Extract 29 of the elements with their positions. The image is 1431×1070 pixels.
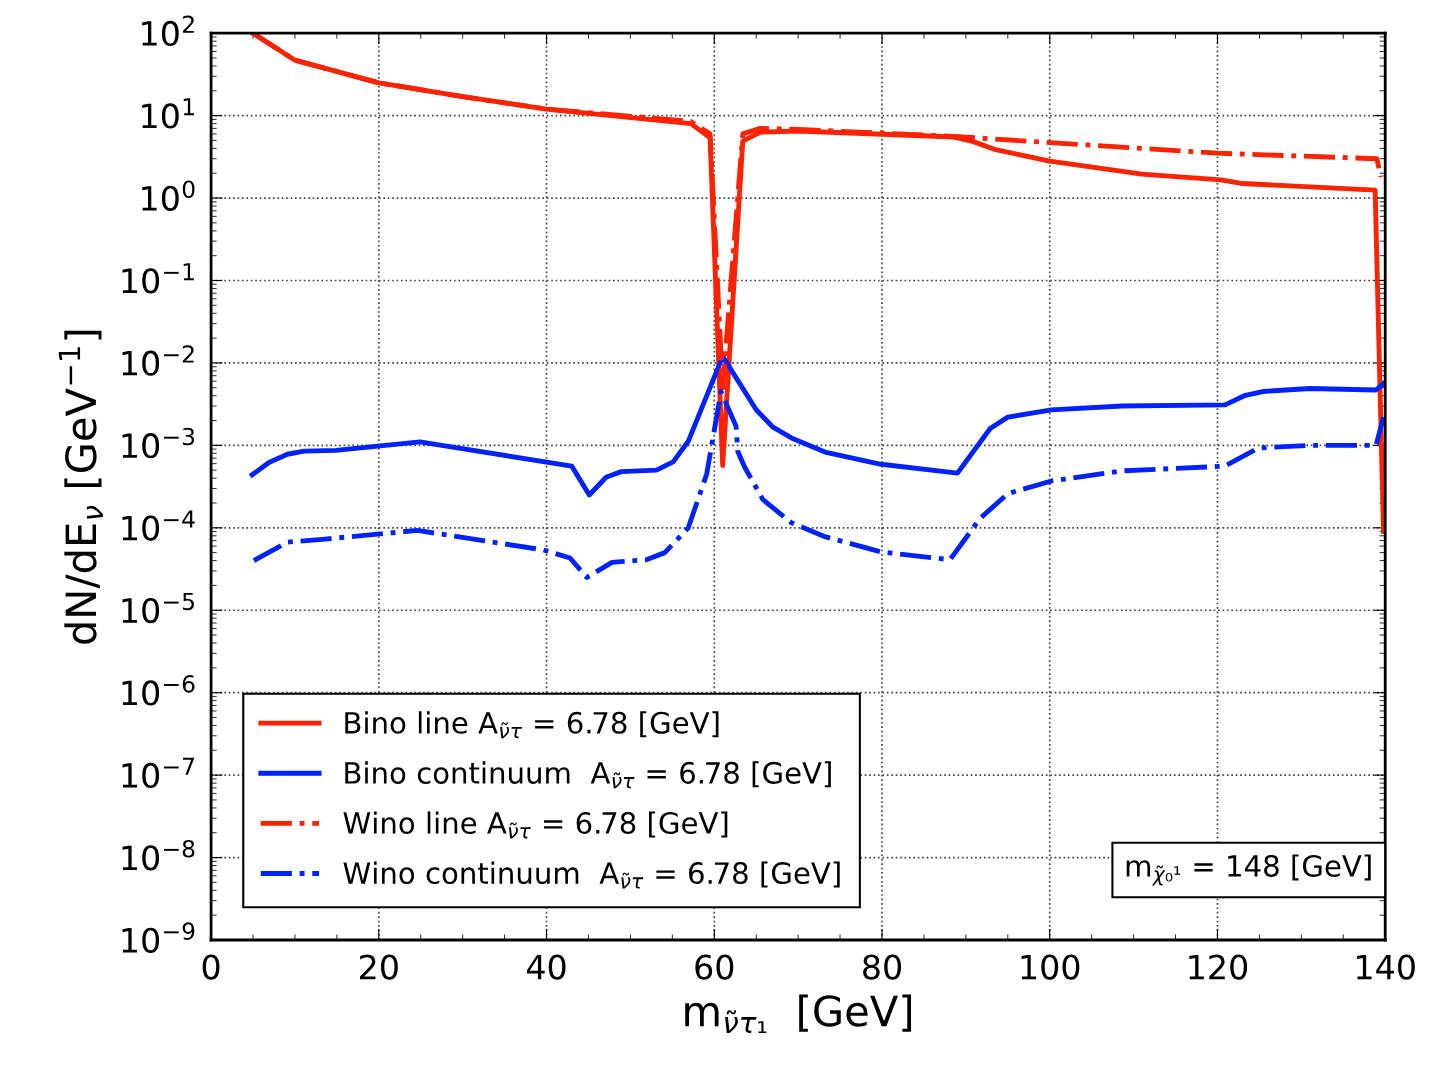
- y-tick-label: 10$^{−1}$: [122, 263, 194, 294]
- line-series: [251, 389, 1386, 580]
- x-tick-label: 80: [863, 954, 901, 980]
- y-tick-label: 10$^{−2}$: [122, 345, 194, 376]
- x-tick-label: 40: [526, 954, 566, 980]
- x-tick-label: 60: [695, 954, 734, 980]
- y-tick-label: 10$^{−8}$: [122, 839, 195, 871]
- x-tick-label: 120: [1189, 954, 1248, 980]
- y-tick-label: 10$^{−3}$: [122, 427, 195, 459]
- y-tick-label: 10$^{1}$: [142, 98, 194, 129]
- x-tick-label: 0: [202, 954, 220, 980]
- x-tick-label: 20: [360, 954, 398, 980]
- x-tick-label: 140: [1357, 954, 1415, 980]
- y-tick-label: 10$^{−6}$: [122, 675, 195, 706]
- y-tick-label: 10$^{0}$: [142, 180, 195, 211]
- y-tick-label: 10$^{−9}$: [122, 922, 195, 953]
- y-axis-title: dN/dE$_{ν}$ [GeV$^{−1}$]: [58, 330, 103, 644]
- y-tick-label: 10$^{2}$: [142, 15, 194, 47]
- y-tick-label: 10$^{−7}$: [122, 757, 194, 789]
- annotation: m$_{χ̃₀¹}$ = 148 [GeV]: [1126, 854, 1371, 886]
- y-tick-label: 10$^{−5}$: [122, 592, 194, 624]
- legend-label: Wino continuum A$_{ν̃τ}$ = 6.78 [GeV]: [343, 861, 840, 889]
- x-tick-label: 100: [1021, 954, 1080, 980]
- x-axis-title: m$_{ν̃τ₁}$ [GeV]: [685, 994, 911, 1034]
- legend-label: Wino line A$_{ν̃τ}$ = 6.78 [GeV]: [343, 811, 728, 839]
- legend-label: Bino line A$_{ν̃τ}$ = 6.78 [GeV]: [345, 711, 719, 739]
- line-series: [249, 353, 1386, 498]
- legend-label: Bino continuum A$_{ν̃τ}$ = 6.78 [GeV]: [345, 761, 831, 789]
- y-tick-label: 10$^{−4}$: [122, 510, 195, 541]
